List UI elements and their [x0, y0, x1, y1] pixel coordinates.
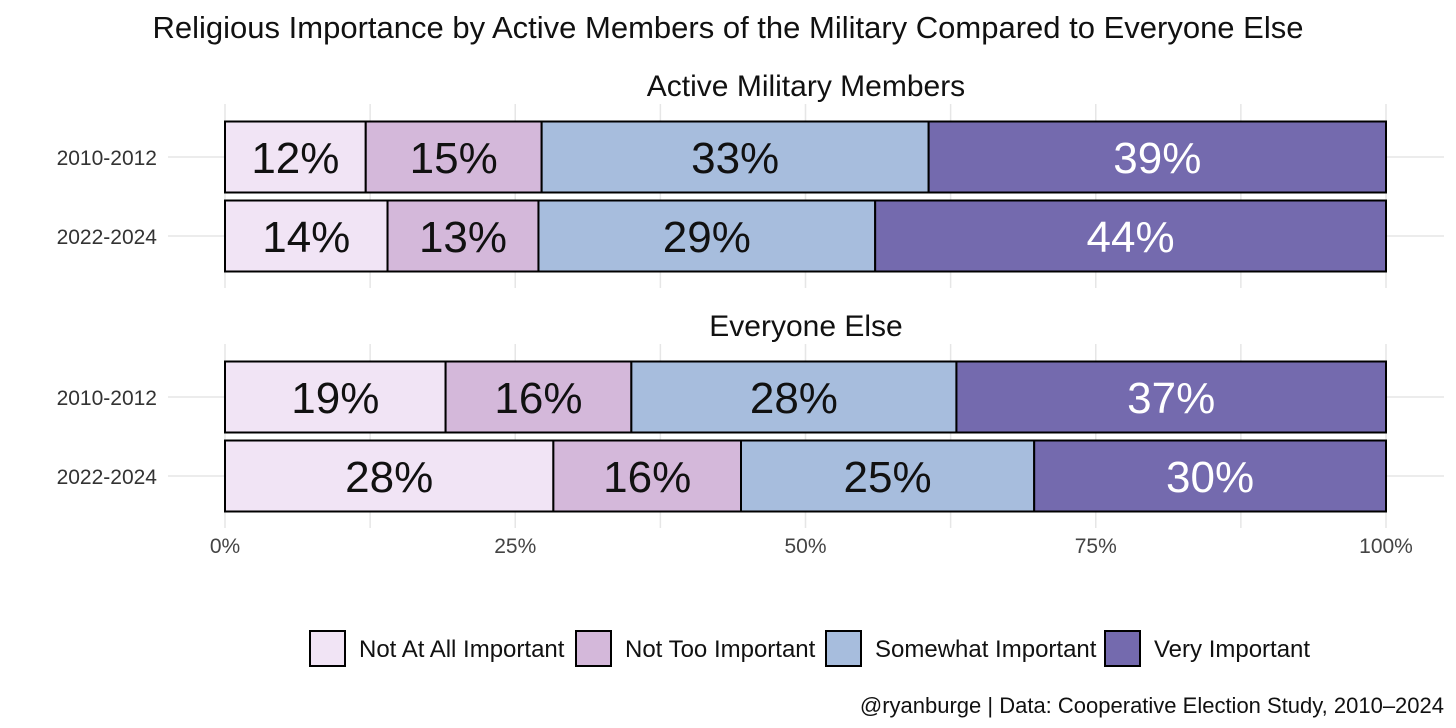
chart-caption: @ryanburge | Data: Cooperative Election … [860, 693, 1444, 718]
bar-segment [444, 360, 633, 434]
data-label: 29% [663, 213, 751, 262]
data-label: 15% [410, 134, 498, 183]
bar-segment [537, 199, 877, 273]
facet-title: Everyone Else [709, 310, 902, 343]
data-label: 39% [1113, 134, 1201, 183]
y-tick-label: 2022-2024 [57, 466, 158, 489]
data-label: 14% [262, 213, 350, 262]
data-label: 30% [1166, 453, 1254, 502]
legend-label: Somewhat Important [875, 636, 1097, 663]
x-axis: 0% 25% 50% 75% 100% [210, 535, 1413, 558]
bar-segment [874, 199, 1387, 273]
bar-segment [630, 360, 958, 434]
legend-item: Not Too Important [575, 630, 816, 667]
data-label: 28% [345, 453, 433, 502]
y-tick-label: 2010-2012 [57, 147, 157, 170]
data-label: 33% [691, 134, 779, 183]
chart-title: Religious Importance by Active Members o… [153, 10, 1304, 45]
facet-panel: Active Military Members 2010-2012 12% 15% 33… [57, 70, 1387, 273]
data-label: 25% [844, 453, 932, 502]
facet-title: Active Military Members [647, 70, 965, 103]
legend-label: Not At All Important [359, 636, 565, 663]
legend-label: Not Too Important [625, 636, 816, 663]
legend-swatch [309, 630, 346, 667]
facets: Active Military Members 2010-2012 12% 15% 33… [57, 70, 1387, 513]
data-label: 28% [750, 374, 838, 423]
legend-item: Somewhat Important [825, 630, 1097, 667]
bar-segment [224, 439, 555, 513]
bar-segment [386, 199, 540, 273]
data-label: 12% [251, 134, 339, 183]
legend-swatch [1104, 630, 1141, 667]
x-tick-label: 50% [784, 535, 826, 558]
facet-panel: Everyone Else 2010-2012 19% 16% 28% 37% 2022-2… [57, 310, 1387, 513]
y-tick-label: 2010-2012 [57, 387, 157, 410]
bar-segment [224, 199, 389, 273]
legend-swatch [825, 630, 862, 667]
legend-label: Very Important [1154, 636, 1310, 663]
data-label: 37% [1127, 374, 1215, 423]
bar-segment [740, 439, 1036, 513]
legend-item: Not At All Important [309, 630, 565, 667]
legend-item: Very Important [1104, 630, 1310, 667]
bar-segment [552, 439, 743, 513]
legend: Not At All Important Not Too Important Som… [309, 630, 1310, 667]
data-label: 16% [603, 453, 691, 502]
bar-segment [927, 120, 1387, 194]
y-tick-label: 2022-2024 [57, 226, 158, 249]
x-tick-label: 100% [1359, 535, 1413, 558]
data-label: 13% [419, 213, 507, 262]
x-tick-label: 0% [210, 535, 240, 558]
bar-segment [1033, 439, 1387, 513]
legend-swatch [575, 630, 612, 667]
bar-segment [955, 360, 1387, 434]
data-label: 44% [1087, 213, 1175, 262]
bar-segment [540, 120, 930, 194]
bar-segment [364, 120, 543, 194]
x-tick-label: 25% [494, 535, 536, 558]
x-tick-label: 75% [1075, 535, 1117, 558]
bar-segment [224, 120, 367, 194]
data-label: 19% [291, 374, 379, 423]
data-label: 16% [494, 374, 582, 423]
